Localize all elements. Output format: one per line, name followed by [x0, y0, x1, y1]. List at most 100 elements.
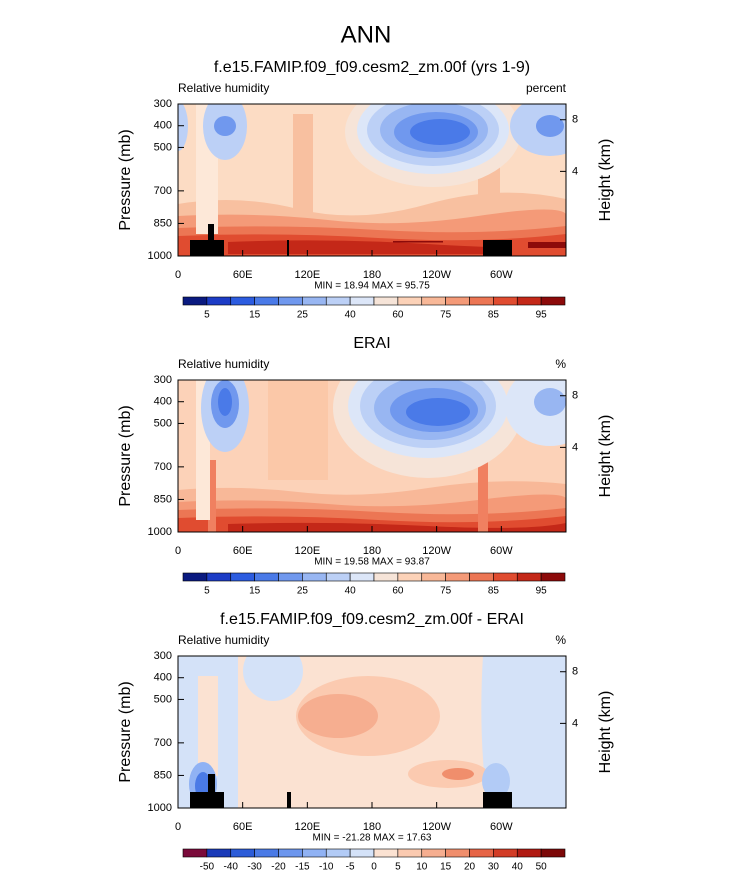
colorbar-box — [493, 572, 518, 582]
contour-region — [214, 116, 236, 136]
contour-region — [482, 763, 510, 799]
colorbar-box — [302, 572, 327, 582]
colorbar-box — [516, 848, 542, 858]
contour-region — [243, 656, 303, 701]
colorbar-label: -50 — [200, 862, 215, 872]
stats: MIN = -21.28 MAX = 17.63 — [313, 833, 432, 844]
colorbar-label: 15 — [249, 310, 261, 321]
left-label: Relative humidity — [178, 633, 269, 647]
contour-field — [178, 656, 566, 808]
x-tick-label: 0 — [175, 545, 181, 557]
contour-region — [406, 398, 470, 426]
colorbar-box — [421, 296, 446, 306]
x-tick-label: 60E — [233, 821, 253, 833]
colorbar-label: 95 — [536, 586, 548, 597]
y-tick-label: 850 — [154, 769, 172, 781]
colorbar-box — [445, 572, 470, 582]
y-tick-label: 850 — [154, 493, 172, 505]
colorbar-label: 85 — [488, 310, 500, 321]
contour-region — [198, 676, 218, 776]
contour-region — [298, 694, 378, 738]
left-label: Relative humidity — [178, 357, 269, 371]
colorbar-label: 85 — [488, 586, 500, 597]
colorbar-box — [325, 848, 351, 858]
y-axis-label: Pressure (mb) — [117, 405, 134, 506]
x-tick-label: 120E — [294, 269, 320, 281]
colorbar-label: 95 — [536, 310, 548, 321]
contour-field — [178, 104, 566, 256]
colorbar-box — [182, 296, 208, 306]
colorbar-label: 0 — [371, 862, 377, 872]
y2-tick-label: 4 — [572, 165, 578, 177]
contour-region — [287, 792, 291, 808]
contour-region — [483, 792, 512, 808]
colorbar-box — [397, 848, 423, 858]
y-tick-label: 500 — [154, 141, 172, 153]
colorbar-label: 5 — [204, 310, 210, 321]
figure-title: ANN — [341, 21, 392, 48]
y2-tick-label: 4 — [572, 717, 578, 729]
colorbar-box — [421, 572, 446, 582]
panel-title: ERAI — [353, 335, 390, 352]
x-tick-label: 180 — [363, 269, 381, 281]
y2-axis-label: Height (km) — [597, 691, 614, 774]
colorbar-label: 75 — [440, 310, 452, 321]
contour-region — [483, 240, 512, 256]
colorbar-box — [325, 296, 351, 306]
contour-region — [190, 240, 224, 256]
colorbar-box — [469, 848, 494, 858]
colorbar-box — [493, 848, 518, 858]
colorbar-label: 75 — [440, 586, 452, 597]
colorbar-box — [254, 848, 279, 858]
colorbar-label: 10 — [416, 862, 428, 872]
y2-tick-label: 4 — [572, 441, 578, 453]
y-tick-label: 400 — [154, 672, 172, 684]
contour-region — [178, 104, 188, 151]
colorbar-label: 15 — [440, 862, 452, 872]
contour-region — [228, 240, 512, 254]
contour-region — [528, 242, 566, 248]
colorbar-label: 60 — [392, 586, 404, 597]
colorbar-label: -30 — [247, 862, 262, 872]
colorbar-box — [540, 572, 566, 582]
colorbar-box — [302, 296, 327, 306]
colorbar-label: 50 — [536, 862, 548, 872]
panel-title: f.e15.FAMIP.f09_f09.cesm2_zm.00f (yrs 1-… — [214, 59, 530, 76]
y-tick-label: 1000 — [148, 250, 172, 262]
y-tick-label: 300 — [154, 374, 172, 386]
x-tick-label: 120E — [294, 821, 320, 833]
colorbar-label: 5 — [395, 862, 401, 872]
colorbar-box — [469, 572, 494, 582]
colorbar-box — [540, 296, 566, 306]
colorbar-box — [349, 296, 375, 306]
x-tick-label: 120E — [294, 545, 320, 557]
x-tick-label: 60W — [490, 545, 513, 557]
y-tick-label: 500 — [154, 417, 172, 429]
y-tick-label: 400 — [154, 396, 172, 408]
y-tick-label: 300 — [154, 98, 172, 110]
contour-region — [190, 792, 224, 808]
colorbar-label: 30 — [488, 862, 500, 872]
colorbar-box — [349, 572, 375, 582]
y-tick-label: 400 — [154, 120, 172, 132]
colorbar-box — [349, 848, 375, 858]
contour-region — [478, 460, 488, 532]
y-tick-label: 300 — [154, 650, 172, 662]
contour-field — [178, 380, 566, 532]
y-tick-label: 500 — [154, 693, 172, 705]
right-label: % — [555, 357, 566, 371]
y-tick-label: 1000 — [148, 526, 172, 538]
x-tick-label: 120W — [422, 269, 451, 281]
colorbar-label: 15 — [249, 586, 261, 597]
colorbar-label: -15 — [295, 862, 310, 872]
colorbar-box — [445, 848, 470, 858]
x-tick-label: 60W — [490, 821, 513, 833]
colorbar-label: 60 — [392, 310, 404, 321]
contour-region — [536, 115, 564, 137]
stats: MIN = 19.58 MAX = 93.87 — [314, 557, 430, 568]
colorbar-box — [516, 296, 542, 306]
contour-region — [218, 388, 232, 416]
colorbar-box — [278, 296, 303, 306]
colorbar-label: -10 — [319, 862, 334, 872]
colorbar-box — [373, 848, 399, 858]
